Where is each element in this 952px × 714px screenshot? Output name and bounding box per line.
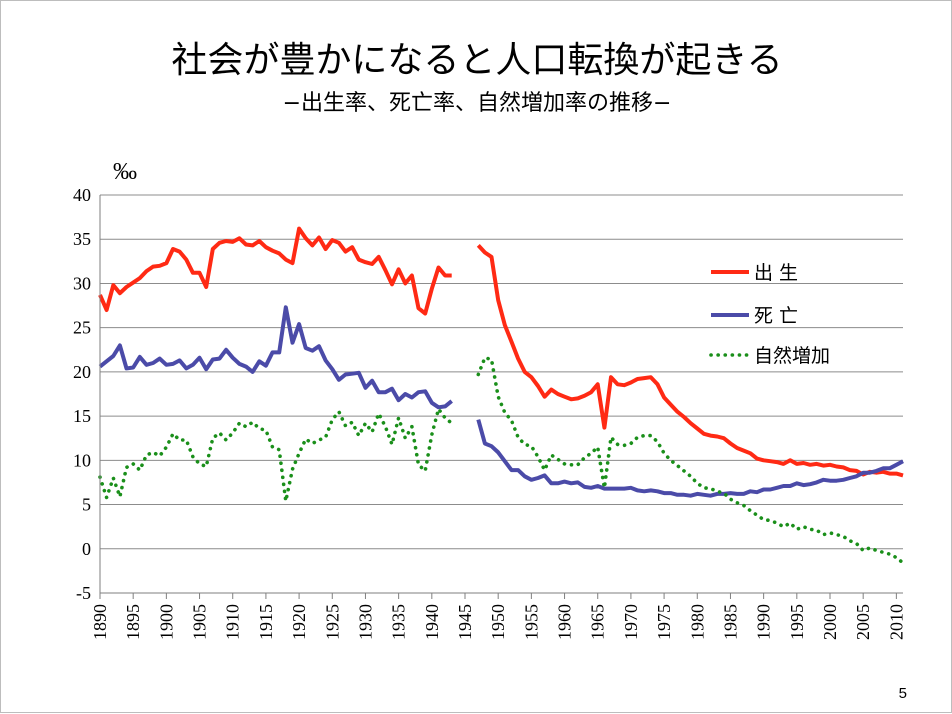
x-tick-label: 1945 bbox=[455, 604, 475, 640]
x-tick-label: 1910 bbox=[223, 604, 243, 640]
x-tick-label: 1950 bbox=[488, 604, 508, 640]
x-tick-labels: 1890 1895 1900 1905 1910 1915 1920 1925 1930 1935… bbox=[90, 593, 906, 640]
y-tick-label: 5 bbox=[82, 495, 91, 515]
y-tick-label: 30 bbox=[73, 273, 91, 293]
x-tick-label: 1985 bbox=[720, 604, 740, 640]
x-tick-label: 1990 bbox=[754, 604, 774, 640]
slide-title: 社会が豊かになると人口転換が起きる bbox=[171, 40, 783, 81]
series-line-1 bbox=[98, 305, 453, 410]
legend-label-2: 自然増加 bbox=[754, 345, 830, 367]
x-tick-label: 1895 bbox=[123, 604, 143, 640]
x-tick-label: 1975 bbox=[654, 604, 674, 640]
y-unit-label: ‰ bbox=[113, 159, 137, 185]
y-tick-label: 25 bbox=[73, 318, 91, 338]
x-tick-label: 1970 bbox=[621, 604, 641, 640]
series-line-2 bbox=[98, 407, 454, 503]
y-tick-label: 15 bbox=[73, 406, 91, 426]
y-tick-label: 35 bbox=[73, 229, 91, 249]
x-tick-label: 1890 bbox=[90, 604, 110, 640]
legend-label-1: 死 亡 bbox=[754, 305, 798, 327]
y-tick-label: 40 bbox=[73, 185, 91, 205]
x-tick-label: 2005 bbox=[853, 604, 873, 640]
x-tick-label: 1995 bbox=[787, 604, 807, 640]
y-tick-label: 10 bbox=[73, 450, 91, 470]
x-tick-label: 1905 bbox=[190, 604, 210, 640]
series-line-1 bbox=[476, 419, 904, 498]
x-tick-label: 1965 bbox=[588, 604, 608, 640]
x-tick-label: 2010 bbox=[886, 604, 906, 640]
slide-subtitle: −出生率、死亡率、自然増加率の推移− bbox=[282, 91, 672, 116]
x-tick-label: 1935 bbox=[389, 604, 409, 640]
y-tick-label: 20 bbox=[73, 362, 91, 382]
y-tick-label: 0 bbox=[82, 539, 91, 559]
x-tick-label: 1915 bbox=[256, 604, 276, 640]
series-line-0 bbox=[476, 244, 904, 478]
page-number: 5 bbox=[898, 685, 907, 702]
y-tick-labels: -5 0 5 10 15 20 25 30 35 40 bbox=[73, 185, 91, 603]
series-line-2 bbox=[476, 355, 905, 565]
x-tick-label: 1940 bbox=[422, 604, 442, 640]
x-tick-label: 1955 bbox=[521, 604, 541, 640]
series-lines bbox=[98, 226, 905, 565]
x-tick-label: 1900 bbox=[156, 604, 176, 640]
x-tick-label: 1980 bbox=[687, 604, 707, 640]
x-tick-label: 1925 bbox=[322, 604, 342, 640]
x-tick-label: 1960 bbox=[555, 604, 575, 640]
grid-lines bbox=[100, 194, 903, 550]
x-tick-label: 2000 bbox=[820, 604, 840, 640]
y-tick-label: -5 bbox=[76, 583, 91, 603]
x-tick-label: 1920 bbox=[289, 604, 309, 640]
series-line-0 bbox=[98, 226, 452, 316]
x-tick-label: 1930 bbox=[355, 604, 375, 640]
legend-label-0: 出 生 bbox=[754, 262, 798, 284]
